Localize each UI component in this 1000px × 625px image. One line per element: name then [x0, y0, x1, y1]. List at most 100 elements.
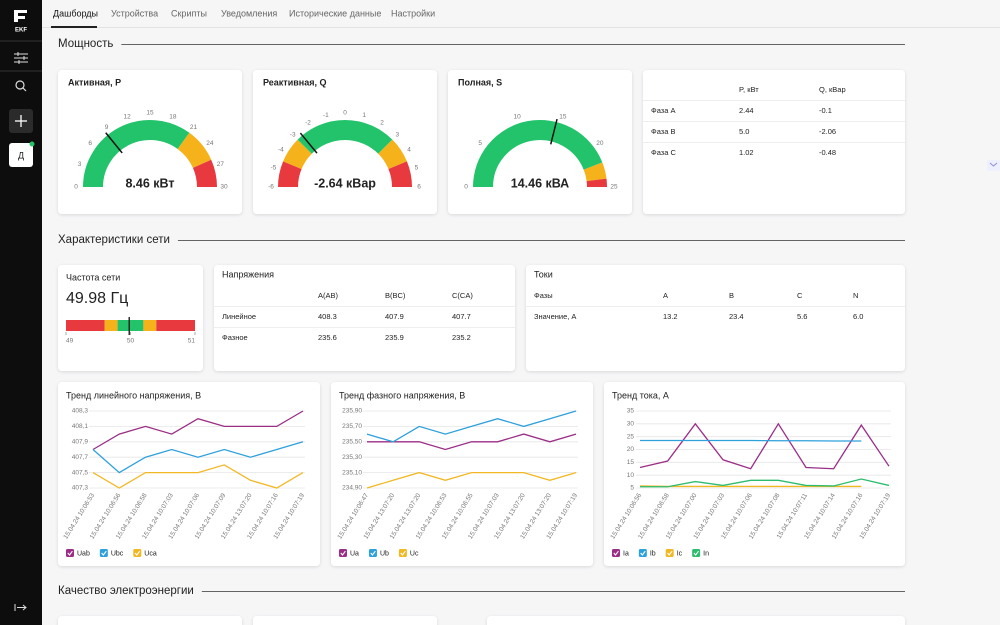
- legend-checkbox[interactable]: [99, 549, 108, 557]
- y-tick-label: 25: [627, 433, 635, 440]
- card: [331, 382, 593, 566]
- gauge-tick-label: -1: [323, 112, 329, 119]
- tab[interactable]: Исторические данные: [289, 8, 381, 18]
- series-line: [640, 439, 862, 442]
- frequency-band: [143, 320, 157, 331]
- table-header: N: [853, 291, 858, 300]
- gauge-tick-label: 25: [610, 184, 618, 191]
- row-label: Фазное: [222, 333, 248, 342]
- gauge-tick-label: 0: [343, 110, 347, 117]
- row-label: Фаза B: [651, 127, 676, 136]
- active-tab-underline: [51, 26, 97, 28]
- legend-label: Ia: [623, 550, 629, 557]
- card-title: Токи: [534, 269, 553, 279]
- search-icon[interactable]: [15, 80, 27, 92]
- tab[interactable]: Скрипты: [171, 8, 207, 18]
- logout-icon[interactable]: [14, 604, 27, 611]
- gauge-tick-label: 27: [217, 161, 225, 168]
- y-tick-label: 234,90: [342, 485, 362, 492]
- gauge-tick-label: 15: [559, 113, 567, 120]
- legend-checkbox[interactable]: [398, 549, 407, 557]
- tabs: Дашборды Устройства Скрипты Уведомления Исто…: [53, 8, 435, 18]
- table-cell: 1.02: [739, 148, 754, 157]
- chart-title: Тренд тока, А: [612, 390, 669, 400]
- gauge-tick-label: 24: [206, 140, 214, 147]
- legend-label: Uc: [410, 550, 419, 557]
- gauge-title: Полная, S: [458, 77, 502, 87]
- legend-label: Ua: [350, 550, 359, 557]
- avatar[interactable]: [9, 143, 33, 167]
- gauge-band: [278, 161, 302, 188]
- gauge-band: [583, 162, 607, 182]
- legend-checkbox[interactable]: [692, 549, 701, 557]
- tick-label: 51: [188, 338, 196, 345]
- table-cell: 407.7: [452, 312, 471, 321]
- legend-label: Uab: [77, 550, 90, 557]
- gauge-tick-label: 1: [362, 112, 366, 119]
- tab[interactable]: Настройки: [391, 8, 435, 18]
- series-line: [639, 422, 890, 470]
- card: [253, 70, 437, 214]
- legend-check: [134, 550, 141, 556]
- gauge-band: [83, 120, 190, 188]
- gauge-band: [177, 132, 212, 169]
- series-line: [92, 441, 304, 474]
- card: [58, 70, 242, 214]
- legend-label: Uca: [144, 550, 157, 557]
- frequency-band: [117, 320, 144, 331]
- card: [214, 265, 515, 371]
- gauge-title: Реактивная, Q: [263, 77, 326, 87]
- gauge-tick-label: 10: [514, 113, 522, 120]
- series-line: [640, 478, 890, 488]
- table-cell: 2.44: [739, 106, 754, 115]
- legend-checkbox[interactable]: [133, 549, 142, 557]
- gauge-tick-label: -3: [290, 131, 296, 138]
- gauge-tick-label: -2: [305, 120, 311, 127]
- legend-checkbox[interactable]: [665, 549, 674, 557]
- gauge-value: 14.46 кВА: [511, 176, 569, 190]
- tab[interactable]: Дашборды: [53, 8, 98, 18]
- gauge-tick-label: -4: [278, 147, 284, 154]
- series-line: [366, 471, 577, 489]
- table-header: A: [663, 291, 668, 300]
- legend-checkbox[interactable]: [638, 549, 647, 557]
- gauge-tick-label: -6: [268, 184, 274, 191]
- series-line: [92, 410, 304, 451]
- settings-icon[interactable]: [14, 52, 28, 64]
- gauge-band: [283, 139, 313, 170]
- tab[interactable]: Уведомления: [221, 8, 277, 18]
- y-tick-label: 5: [630, 485, 634, 492]
- legend-checkbox[interactable]: [66, 549, 74, 557]
- gauge-tick-label: 3: [78, 161, 82, 168]
- gauge-value: -2.64 кВар: [314, 176, 376, 190]
- y-tick-label: 235,90: [342, 408, 362, 415]
- legend-check: [101, 550, 107, 556]
- gauge-tick-label: 3: [396, 131, 400, 138]
- series-line: [367, 433, 577, 451]
- table-cell: 6.0: [853, 312, 863, 321]
- side-widget[interactable]: [987, 160, 1000, 171]
- legend-checkbox[interactable]: [368, 549, 377, 557]
- avatar-letter: Д: [18, 150, 24, 160]
- gauge-band: [388, 161, 412, 188]
- gauge-tick-label: 0: [464, 184, 468, 191]
- y-tick-label: 407,7: [72, 454, 89, 461]
- card: [487, 616, 905, 625]
- y-tick-label: 408,1: [72, 423, 89, 430]
- y-tick-label: 235,10: [342, 469, 362, 476]
- table-header: B: [729, 291, 734, 300]
- frequency-band: [66, 320, 105, 331]
- card: [448, 70, 632, 214]
- table-header: Фазы: [534, 291, 553, 300]
- legend-checkbox[interactable]: [612, 549, 620, 557]
- legend-checkbox[interactable]: [339, 549, 347, 557]
- tab[interactable]: Устройства: [111, 8, 158, 18]
- logo[interactable]: EKF: [14, 10, 27, 34]
- legend-check: [613, 550, 619, 556]
- gauge-band: [297, 120, 393, 155]
- logo-icon: [14, 10, 27, 22]
- frequency-band: [156, 320, 195, 331]
- row-label: Значение, А: [534, 312, 576, 321]
- legend-check: [693, 550, 699, 556]
